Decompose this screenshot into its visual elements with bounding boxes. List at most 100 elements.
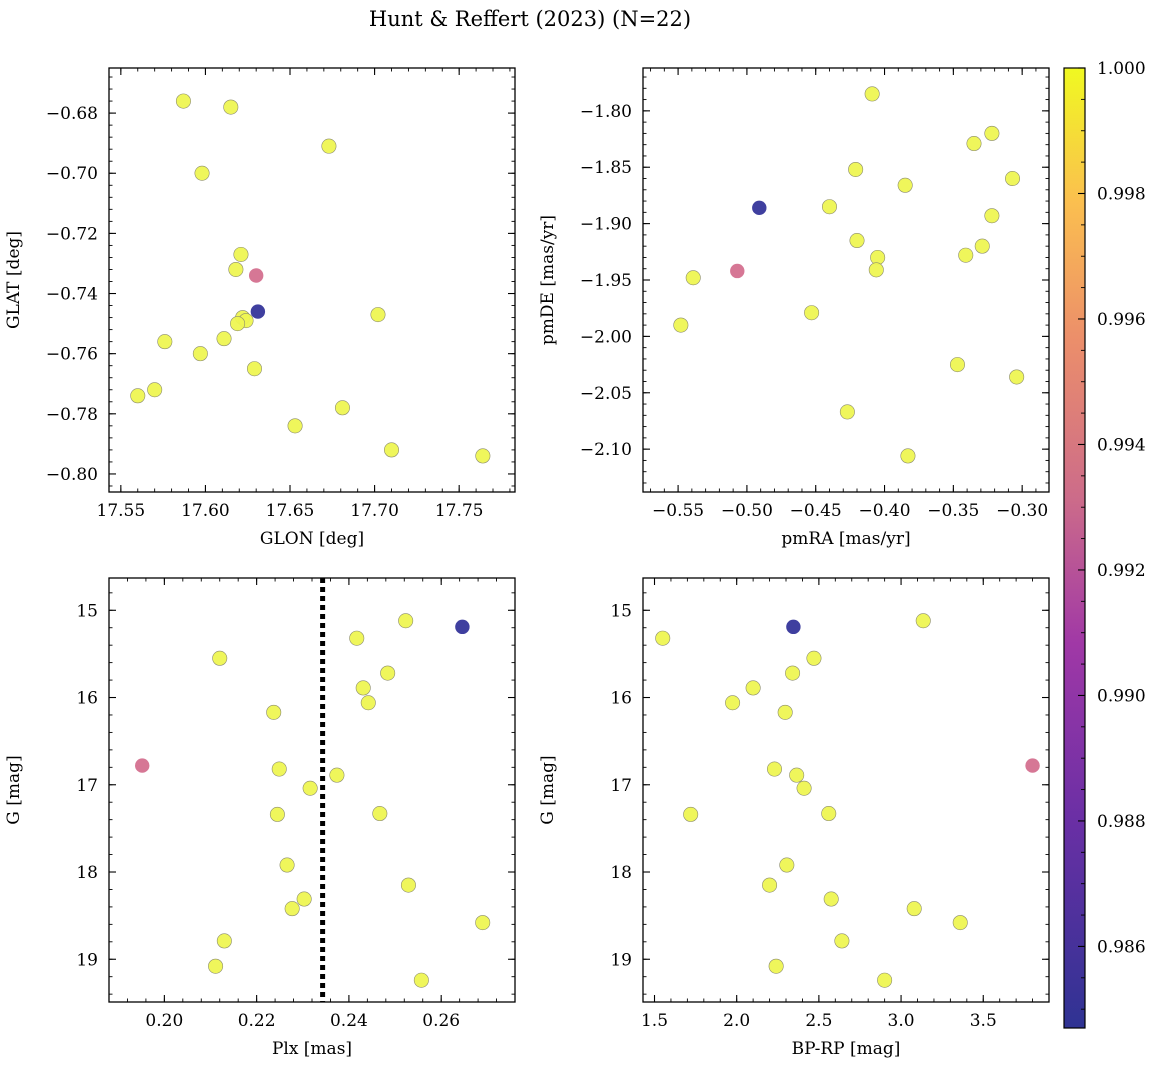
- x-tick-label: 17.70: [350, 501, 399, 521]
- x-tick-label: 17.75: [435, 501, 484, 521]
- data-point: [130, 388, 146, 404]
- x-tick-label: −0.35: [927, 501, 979, 521]
- axes-frame: [642, 577, 1050, 1003]
- data-point: [302, 780, 318, 796]
- x-tick-label: 0.26: [422, 1011, 460, 1031]
- x-tick-label: 0.20: [145, 1011, 183, 1031]
- x-tick-label: 17.55: [97, 501, 146, 521]
- x-axis-label: BP-RP [mag]: [792, 1039, 901, 1059]
- data-point: [287, 418, 303, 434]
- data-point: [269, 806, 285, 822]
- data-point: [192, 346, 208, 362]
- data-point: [868, 262, 884, 278]
- colorbar: 0.986 0.988 0.990 0.992 0.994 0.996 0.998 1.000: [1063, 59, 1146, 1029]
- colorbar-tick-label: 0.994: [1097, 435, 1146, 455]
- data-point: [804, 305, 820, 321]
- data-point: [864, 86, 880, 102]
- y-tick-label: −0.74: [46, 285, 98, 305]
- x-axis-label: GLON [deg]: [260, 529, 364, 549]
- data-point: [785, 665, 801, 681]
- data-point: [223, 99, 239, 115]
- data-point: [834, 933, 850, 949]
- data-point: [966, 136, 982, 152]
- y-tick-label: −0.76: [46, 345, 98, 365]
- data-point: [233, 246, 249, 262]
- data-point: [334, 400, 350, 416]
- data-point: [821, 199, 837, 215]
- data-point: [216, 331, 232, 347]
- x-tick-label: 17.60: [181, 501, 230, 521]
- y-tick-label: −0.72: [46, 224, 98, 244]
- figure-title: Hunt & Reffert (2023) (N=22): [369, 7, 691, 31]
- data-point: [777, 704, 793, 720]
- x-axis-label: pmRA [mas/yr]: [781, 529, 910, 549]
- data-point: [915, 613, 931, 629]
- y-tick-label: −1.90: [580, 215, 632, 235]
- data-point: [284, 901, 300, 917]
- panel-1: 17.55 17.60 17.65 17.70 17.75 −0.68 −0.70 −0.72…: [4, 67, 516, 549]
- y-tick-label: 15: [76, 601, 98, 621]
- data-point: [349, 630, 365, 646]
- x-tick-label: 0.22: [238, 1011, 276, 1031]
- data-point: [329, 767, 345, 783]
- data-point: [372, 806, 388, 822]
- data-point: [768, 958, 784, 974]
- data-point: [228, 261, 244, 277]
- data-point: [321, 138, 337, 154]
- data-point: [208, 958, 224, 974]
- data-point: [279, 857, 295, 873]
- y-tick-label: 16: [610, 689, 632, 709]
- data-point: [725, 695, 741, 711]
- x-tick-label: 1.5: [641, 1011, 668, 1031]
- data-point: [271, 761, 287, 777]
- data-point: [877, 972, 893, 988]
- y-tick-label: −1.95: [580, 271, 632, 291]
- x-tick-label: −0.45: [790, 501, 842, 521]
- x-tick-label: 17.65: [266, 501, 315, 521]
- data-point: [1005, 171, 1021, 187]
- data-point: [823, 891, 839, 907]
- data-point: [413, 972, 429, 988]
- colorbar-tick-label: 0.998: [1097, 184, 1146, 204]
- data-point: [789, 767, 805, 783]
- data-point: [216, 933, 232, 949]
- y-axis-label: G [mag]: [4, 755, 24, 824]
- colorbar-gradient: [1063, 67, 1086, 1029]
- x-tick-label: −0.40: [858, 501, 910, 521]
- data-point: [984, 208, 1000, 224]
- data-point: [212, 650, 228, 666]
- y-tick-label: 17: [610, 776, 632, 796]
- panel-4: 1.5 2.0 2.5 3.0 3.5 15 16 17 18 19 BP-RP [mag] G [m…: [538, 577, 1050, 1059]
- panel-3: 0.20 0.22 0.24 0.26 15 16 17 18 19 Plx [mas] G [ma…: [4, 577, 516, 1059]
- data-point: [1025, 758, 1040, 773]
- data-point: [796, 780, 812, 796]
- colorbar-tick-label: 0.988: [1097, 812, 1146, 832]
- data-point: [147, 382, 163, 398]
- x-tick-label: 0.24: [330, 1011, 368, 1031]
- y-axis-label: GLAT [deg]: [4, 231, 24, 329]
- data-point: [786, 619, 801, 635]
- data-point: [175, 93, 191, 109]
- data-point: [730, 263, 745, 279]
- panel-2: −0.55 −0.50 −0.45 −0.40 −0.35 −0.30 −1.80 −1.85…: [538, 67, 1050, 549]
- colorbar-tick-label: 0.992: [1097, 561, 1146, 581]
- data-point: [455, 619, 470, 635]
- data-point: [958, 247, 974, 263]
- data-point: [949, 357, 965, 373]
- data-point: [194, 165, 210, 181]
- y-tick-label: −0.80: [46, 465, 98, 485]
- colorbar-tick-label: 0.986: [1097, 937, 1146, 957]
- data-point: [849, 233, 865, 249]
- colorbar-tick-label: 0.990: [1097, 686, 1146, 706]
- data-point: [398, 613, 414, 629]
- x-axis-label: Plx [mas]: [272, 1039, 352, 1059]
- data-point: [839, 404, 855, 420]
- y-tick-label: −1.80: [580, 102, 632, 122]
- data-point: [246, 361, 262, 377]
- data-point: [355, 680, 371, 696]
- y-tick-label: −1.85: [580, 158, 632, 178]
- y-tick-label: −0.70: [46, 164, 98, 184]
- data-point: [673, 317, 689, 333]
- data-point: [848, 161, 864, 177]
